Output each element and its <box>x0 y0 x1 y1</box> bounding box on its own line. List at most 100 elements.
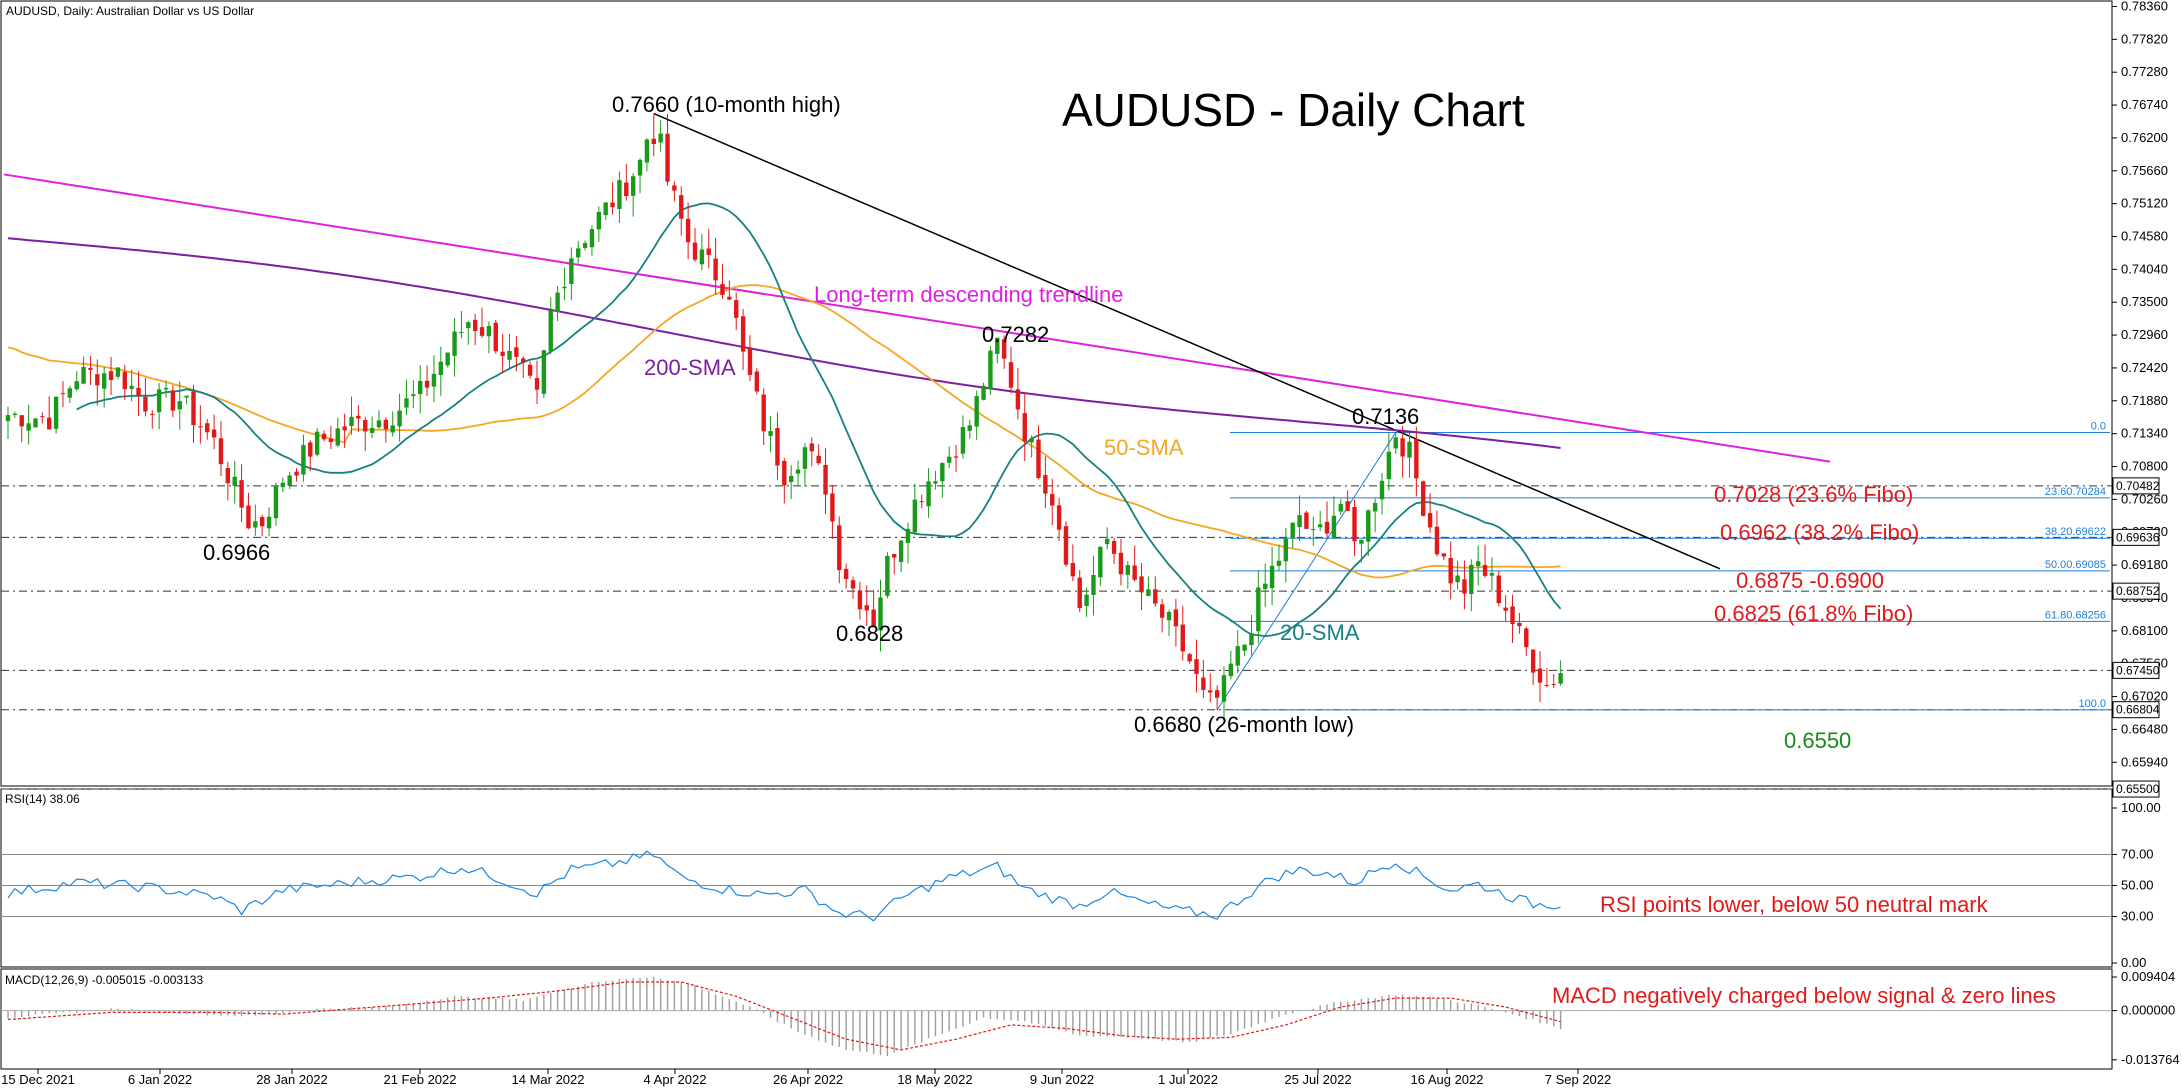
candle-body <box>637 159 643 176</box>
candle-body <box>1132 565 1137 580</box>
candle-body <box>672 185 677 191</box>
candle-body <box>1125 565 1131 575</box>
candle-body <box>108 371 114 380</box>
candle-body <box>843 568 849 580</box>
candle-body <box>534 378 540 390</box>
candle-body <box>919 501 924 503</box>
candle-body <box>218 438 224 465</box>
candle-body <box>383 419 389 430</box>
candle-body <box>885 555 890 596</box>
candle-body <box>1263 583 1268 590</box>
sma50-line <box>7 284 1561 579</box>
candle-body <box>239 480 244 508</box>
macd-tick-label: 0.000000 <box>2121 1003 2175 1018</box>
candle-body <box>1276 560 1282 566</box>
candle-body <box>1070 563 1076 577</box>
candle-body <box>1524 628 1529 648</box>
candle-body <box>1551 683 1556 685</box>
rsi-tick-label: 70.00 <box>2121 847 2154 862</box>
candle-body <box>960 427 966 454</box>
candle-body <box>1146 589 1151 596</box>
candle-body <box>349 416 354 427</box>
price-tick-label: 0.66480 <box>2121 721 2168 736</box>
candle-body <box>1056 505 1062 530</box>
candle-body <box>1235 646 1240 666</box>
candle-body <box>1194 659 1199 674</box>
candle-body <box>541 350 547 394</box>
candle-body <box>266 516 272 529</box>
price-tick-label: 0.74040 <box>2121 261 2168 276</box>
macd-panel-frame <box>0 968 2113 1070</box>
date-tick-label: 1 Jul 2022 <box>1158 1072 1218 1087</box>
candle-body <box>445 352 450 366</box>
candle-body <box>1022 413 1027 442</box>
candle-body <box>1379 480 1385 500</box>
candle-body <box>630 176 636 196</box>
candle-body <box>1084 594 1089 606</box>
candle-body <box>699 249 705 265</box>
candle-body <box>1201 677 1206 690</box>
candle-body <box>1503 607 1508 611</box>
candle-body <box>369 427 375 433</box>
date-tick-label: 16 Aug 2022 <box>1410 1072 1483 1087</box>
high-label: 0.7660 (10-month high) <box>612 92 841 117</box>
candle-body <box>782 460 787 486</box>
fib-swing-line <box>1216 432 1397 711</box>
candle-body <box>466 322 471 329</box>
low-0-6680-label: 0.6680 (26-month low) <box>1134 712 1354 737</box>
candle-body <box>129 385 134 389</box>
candle-body <box>47 417 52 430</box>
candle-body <box>747 347 753 375</box>
fibo-236-annotation: 0.7028 (23.6% Fibo) <box>1714 482 1913 507</box>
price-tick-label: 0.65940 <box>2121 754 2168 769</box>
candle-body <box>479 327 485 336</box>
candle-body <box>150 413 155 415</box>
price-box-label: 0.70482 <box>2116 479 2160 493</box>
price-tick-label: 0.75120 <box>2121 196 2168 211</box>
candle-body <box>12 413 18 415</box>
candle-body <box>816 455 821 464</box>
fib-level-label-1: 23.60.70284 <box>2045 486 2106 498</box>
candle-body <box>802 447 808 469</box>
candle-body <box>514 347 519 357</box>
date-tick-label: 6 Jan 2022 <box>128 1072 192 1087</box>
rsi-tick-label: 50.00 <box>2121 878 2154 893</box>
candle-body <box>589 229 595 248</box>
candle-body <box>1180 624 1185 652</box>
candle-body <box>974 396 979 427</box>
candle-body <box>1421 481 1426 516</box>
candle-body <box>500 351 505 356</box>
candle-body <box>122 371 127 390</box>
candle-body <box>60 393 66 395</box>
candle-body <box>644 139 650 163</box>
candle-body <box>205 423 210 433</box>
candle-body <box>411 394 416 397</box>
sma200-label: 200-SMA <box>644 355 736 380</box>
fib-level-label-2: 38.20.69622 <box>2045 526 2106 538</box>
price-box-label: 0.69636 <box>2116 530 2160 544</box>
candle-body <box>1352 506 1357 542</box>
date-tick-label: 18 May 2022 <box>897 1072 972 1087</box>
price-tick-label: 0.72420 <box>2121 360 2168 375</box>
candle-body <box>967 425 972 431</box>
date-tick-label: 4 Apr 2022 <box>644 1072 707 1087</box>
fib-level-label-3: 50.00.69085 <box>2045 559 2106 571</box>
candle-body <box>438 361 444 375</box>
price-box <box>2112 661 2160 679</box>
candle-body <box>809 443 814 452</box>
candle-body <box>981 385 986 400</box>
candle-body <box>1173 609 1179 627</box>
candle-body <box>211 429 217 438</box>
candle-body <box>1537 668 1543 683</box>
candle-body <box>246 505 251 529</box>
candle-body <box>1427 513 1433 528</box>
candle-body <box>1448 557 1453 584</box>
candle-body <box>1290 522 1295 539</box>
candle-body <box>692 242 698 260</box>
candle-body <box>308 442 313 457</box>
sma20-label: 20-SMA <box>1280 620 1360 645</box>
candle-body <box>1043 475 1048 494</box>
candle-body <box>1001 339 1007 359</box>
candle-body <box>795 469 801 474</box>
date-tick-label: 26 Apr 2022 <box>773 1072 843 1087</box>
